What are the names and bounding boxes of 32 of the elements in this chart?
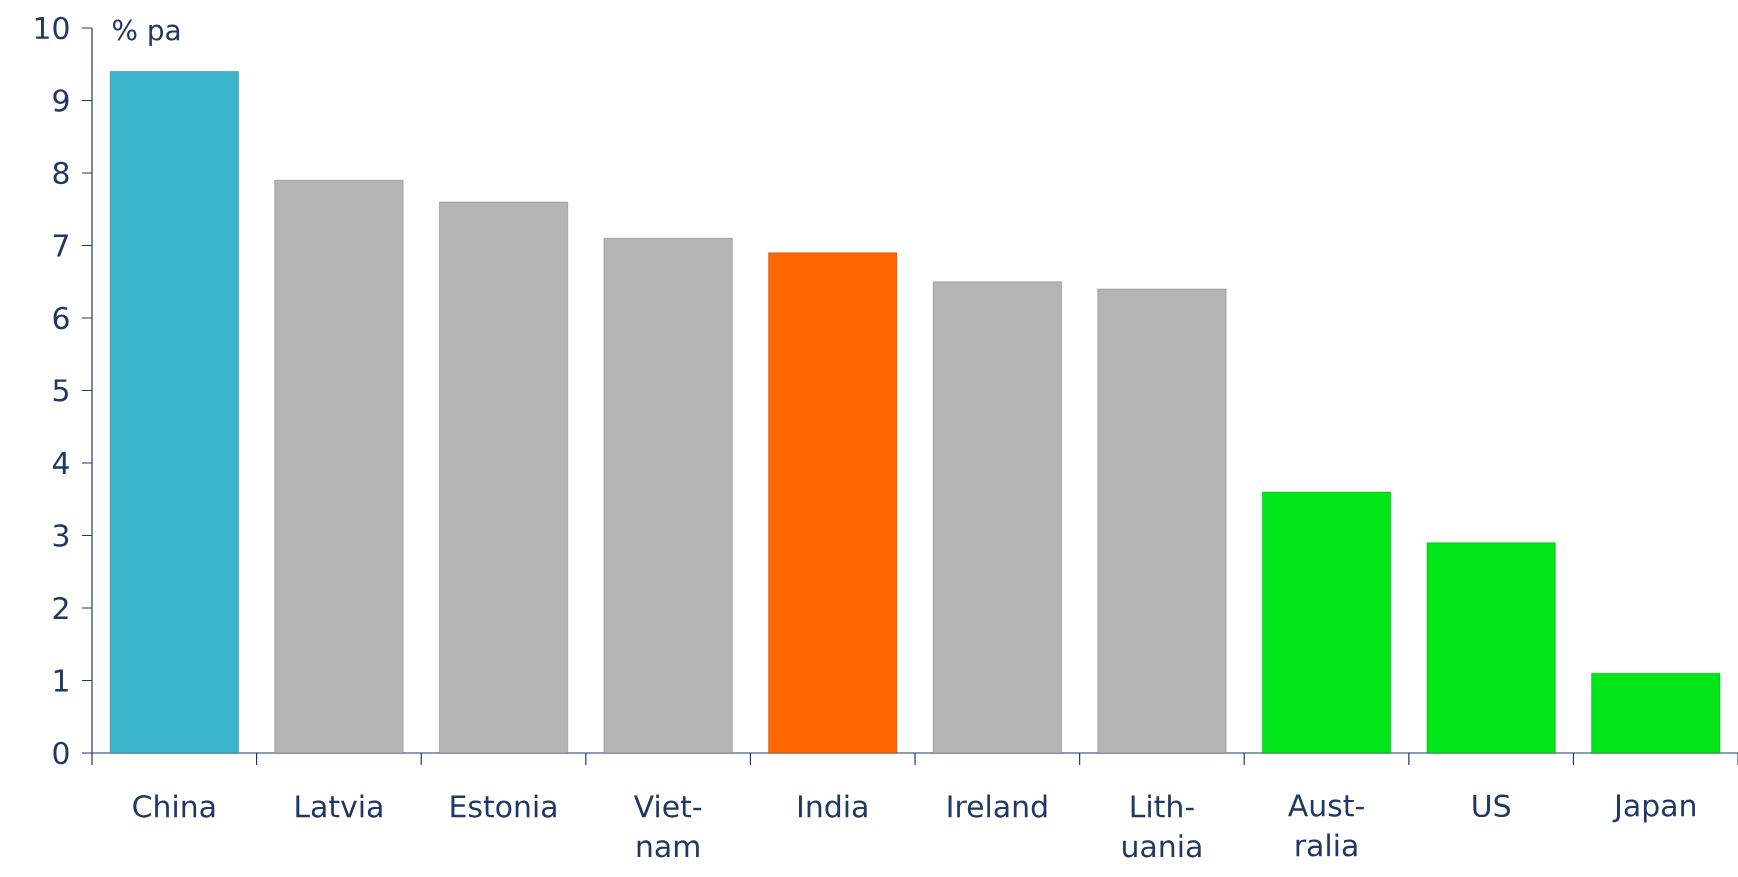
x-tick-label: China [133, 794, 215, 818]
y-axis-title: % pa [113, 19, 180, 46]
y-tick-label: 5 [53, 379, 68, 402]
y-tick-label: 6 [53, 306, 69, 330]
x-tick-label: Latvia [296, 794, 382, 818]
bar [932, 281, 1062, 754]
bar [439, 201, 568, 754]
y-tick-label: 2 [53, 596, 68, 620]
y-tick-label: 7 [53, 234, 68, 257]
bar [109, 71, 239, 754]
x-tick-label: Ireland [948, 794, 1047, 818]
y-tick-label: 3 [53, 524, 69, 547]
y-tick-label: 9 [53, 89, 69, 112]
bar [1097, 288, 1227, 754]
x-tick-label: Estonia [451, 794, 556, 818]
y-tick-label: 0 [53, 741, 69, 765]
bar [603, 238, 733, 754]
y-tick-label: 4 [52, 452, 69, 474]
y-tick-label: 8 [53, 161, 69, 185]
x-tick-label: US [1473, 794, 1510, 818]
x-tick-label: Aust-ralia [1288, 794, 1364, 857]
bar [274, 180, 404, 754]
x-tick-label: India [798, 794, 867, 818]
bar [1426, 542, 1556, 754]
x-tick-label: Lith-uania [1123, 794, 1201, 858]
x-tick-label: Japan [1612, 794, 1695, 823]
y-tick-label: 10 [35, 16, 69, 40]
y-tick-label: 1 [54, 669, 68, 692]
bar [1262, 491, 1391, 754]
x-tick-label: Viet-nam [633, 794, 702, 858]
bar [1591, 673, 1721, 754]
bar [768, 252, 898, 754]
